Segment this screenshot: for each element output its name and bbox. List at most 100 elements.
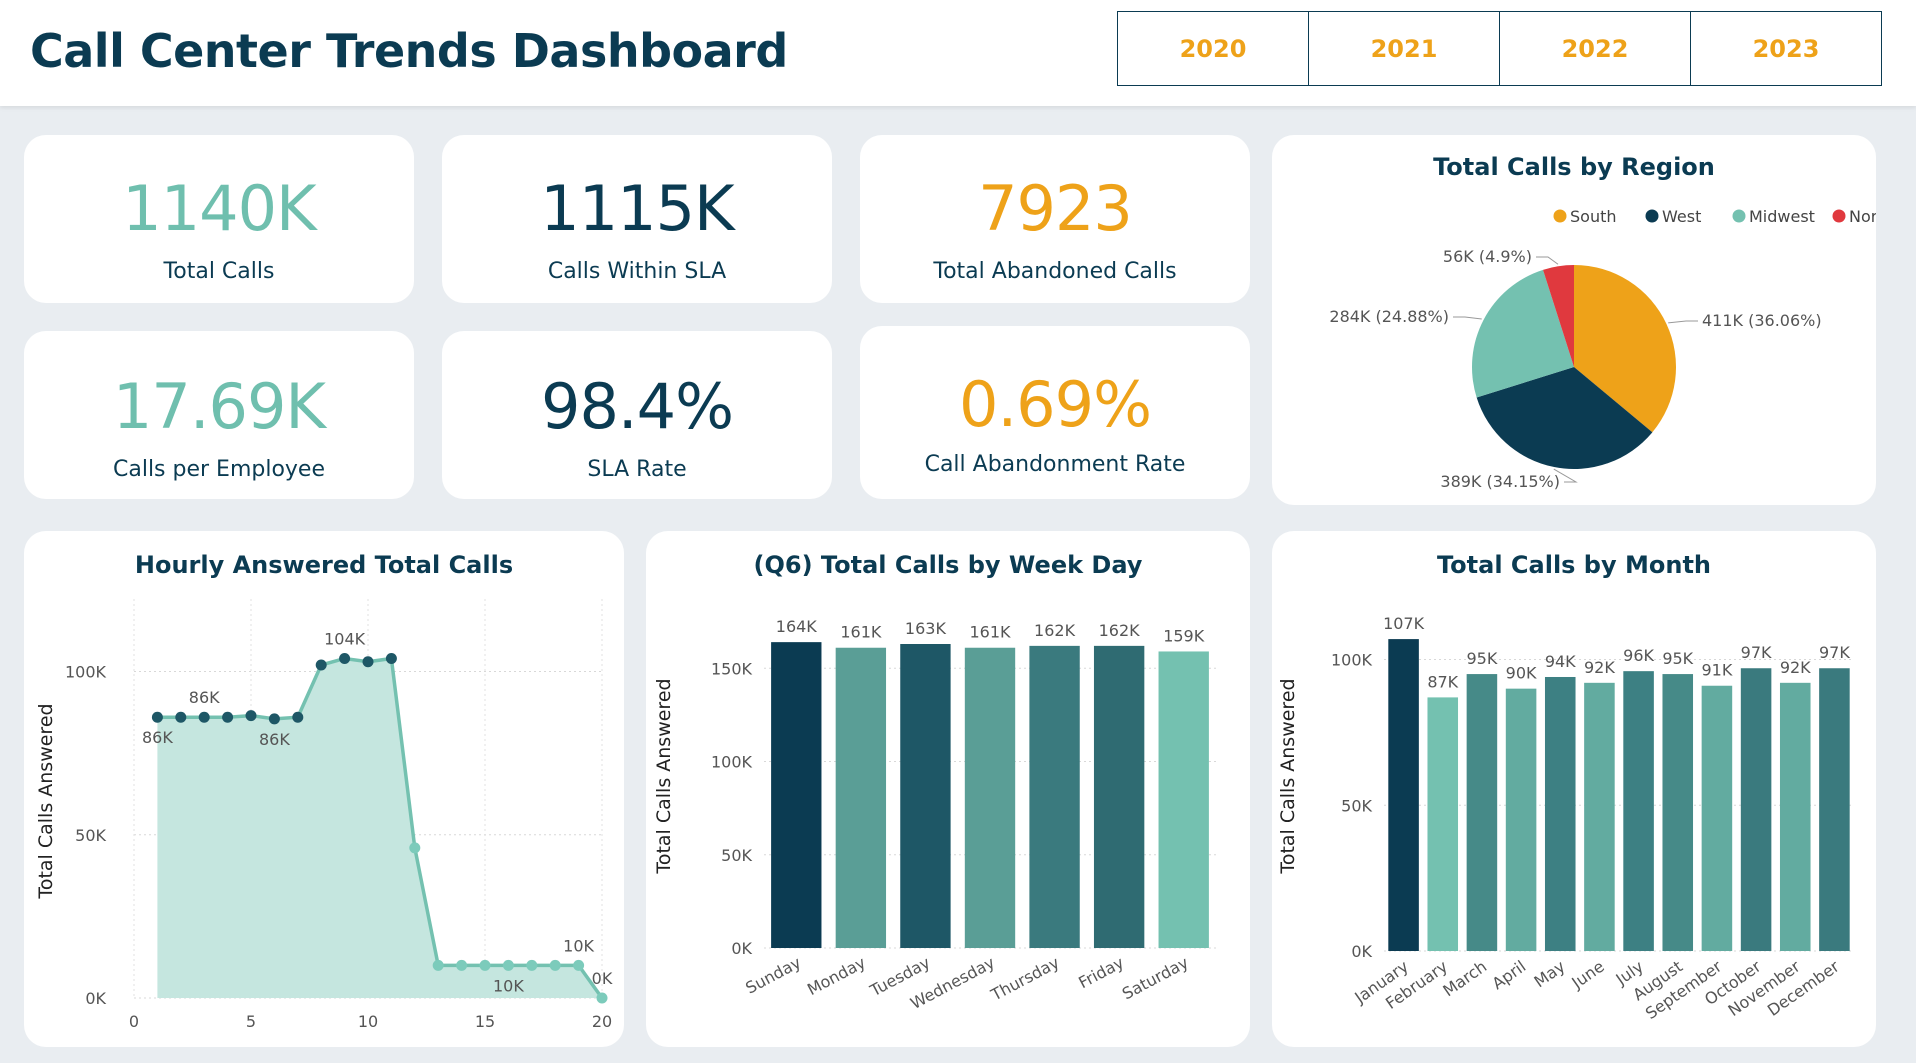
- data-label: 95K: [1662, 649, 1693, 668]
- y-tick-label: 0K: [731, 939, 752, 958]
- pie-leader-line: [1553, 468, 1578, 483]
- legend-marker-northeast: [1832, 209, 1846, 223]
- x-tick-label: 0: [129, 1012, 139, 1031]
- kpi-value: 0.69%: [959, 368, 1152, 441]
- data-label: 10K: [493, 976, 524, 995]
- year-button-2023[interactable]: 2023: [1691, 12, 1881, 85]
- chart-title: Hourly Answered Total Calls: [134, 551, 514, 579]
- kpi-card-call-abandonment-rate: 0.69% Call Abandonment Rate: [860, 326, 1250, 499]
- hourly-area-chart: 0K 50K 100K 0 5 10 15 20 Total Calls Answered 86K…: [35, 599, 613, 1031]
- x-tick-label: 20: [592, 1012, 612, 1031]
- kpi-label: Calls per Employee: [112, 457, 326, 482]
- x-tick-label: March: [1439, 957, 1490, 1001]
- data-label: 86K: [259, 730, 290, 749]
- bar-february: [1427, 697, 1459, 951]
- data-point: [385, 652, 397, 664]
- data-label: 0K: [592, 969, 613, 988]
- data-label: 90K: [1506, 664, 1537, 683]
- region-pie-card: Total Calls by Region South West Midwest No…: [1272, 135, 1876, 505]
- pie-leader-line: [1668, 320, 1698, 324]
- data-label: 107K: [1383, 614, 1425, 633]
- pie-data-label: 389K (34.15%): [1440, 472, 1560, 491]
- y-axis-label: Total Calls Answered: [35, 703, 57, 899]
- kpi-label: Call Abandonment Rate: [924, 452, 1186, 477]
- legend-label-west: West: [1662, 207, 1701, 226]
- x-tick-label: Monday: [804, 953, 869, 999]
- bar-tuesday: [900, 644, 951, 948]
- year-slicer: 2020 2021 2022 2023: [1117, 11, 1882, 86]
- kpi-label: Calls Within SLA: [547, 259, 727, 284]
- year-button-2021[interactable]: 2021: [1309, 12, 1500, 85]
- kpi-value: 7923: [978, 172, 1133, 245]
- y-tick-label: 50K: [75, 826, 106, 845]
- data-point: [479, 959, 491, 971]
- x-tick-label: April: [1489, 957, 1530, 994]
- y-tick-label: 50K: [1341, 796, 1372, 815]
- region-pie-chart: South West Midwest Northeast 411K (36.06%) 38…: [1329, 207, 1876, 491]
- bar-december: [1819, 668, 1850, 951]
- data-label: 92K: [1780, 658, 1811, 677]
- x-tick-label: Saturday: [1119, 953, 1192, 1004]
- bar-august: [1662, 674, 1694, 951]
- pie-data-label: 411K (36.06%): [1702, 311, 1822, 330]
- bar-november: [1779, 682, 1811, 951]
- data-label: 92K: [1584, 658, 1615, 677]
- data-label: 91K: [1701, 661, 1732, 680]
- kpi-value: 1115K: [540, 172, 734, 245]
- data-point: [502, 959, 514, 971]
- data-label: 161K: [840, 623, 882, 642]
- data-label: 164K: [776, 617, 818, 636]
- data-label: 96K: [1623, 646, 1654, 665]
- data-label: 97K: [1741, 643, 1772, 662]
- data-label: 86K: [189, 688, 220, 707]
- kpi-label: Total Abandoned Calls: [933, 259, 1177, 284]
- x-tick-label: Sunday: [742, 953, 804, 998]
- bar-june: [1584, 682, 1615, 951]
- data-point: [268, 713, 280, 725]
- data-point: [222, 711, 234, 723]
- page-title: Call Center Trends Dashboard: [30, 24, 788, 78]
- bar-saturday: [1158, 651, 1209, 948]
- legend-label-northeast: Northeast: [1849, 207, 1876, 226]
- legend-marker-west: [1645, 209, 1659, 223]
- x-tick-label: May: [1531, 957, 1569, 992]
- y-tick-label: 0K: [85, 989, 106, 1008]
- y-tick-label: 50K: [721, 846, 752, 865]
- bar-april: [1505, 688, 1537, 951]
- y-tick-label: 150K: [711, 659, 753, 678]
- data-point: [292, 711, 304, 723]
- pie-data-label: 284K (24.88%): [1329, 307, 1449, 326]
- data-point: [456, 959, 468, 971]
- header-bar: Call Center Trends Dashboard 2020 2021 2…: [0, 0, 1916, 106]
- hourly-calls-card: Hourly Answered Total Calls 0K 50K 100K 0 5 1…: [24, 531, 624, 1047]
- pie-slice-midwest: [1472, 269, 1574, 398]
- data-label: 161K: [969, 623, 1011, 642]
- kpi-label: Total Calls: [163, 259, 275, 284]
- data-label: 95K: [1466, 649, 1497, 668]
- kpi-card-calls-within-sla: 1115K Calls Within SLA: [442, 135, 832, 303]
- data-point: [339, 652, 351, 664]
- data-point: [362, 656, 374, 668]
- year-button-2020[interactable]: 2020: [1118, 12, 1309, 85]
- data-point: [175, 711, 187, 723]
- bar-friday: [1093, 645, 1145, 948]
- bar-thursday: [1029, 645, 1080, 948]
- y-tick-label: 100K: [1331, 651, 1373, 670]
- data-point: [596, 992, 608, 1004]
- legend-marker-south: [1553, 209, 1567, 223]
- y-tick-label: 0K: [1351, 942, 1372, 961]
- pie-slice-south: [1574, 265, 1676, 433]
- kpi-card-total-abandoned-calls: 7923 Total Abandoned Calls: [860, 135, 1250, 303]
- pie-leader-line: [1536, 256, 1559, 265]
- data-label: 94K: [1545, 652, 1576, 671]
- bar-may: [1544, 676, 1576, 951]
- legend-label-midwest: Midwest: [1749, 207, 1815, 226]
- pie-slice-west: [1476, 367, 1653, 469]
- bar-march: [1466, 674, 1498, 951]
- bar-sunday: [771, 642, 822, 948]
- pie-data-label: 56K (4.9%): [1443, 247, 1532, 266]
- year-button-2022[interactable]: 2022: [1500, 12, 1691, 85]
- chart-title: (Q6) Total Calls by Week Day: [753, 551, 1143, 579]
- x-tick-label: 15: [475, 1012, 495, 1031]
